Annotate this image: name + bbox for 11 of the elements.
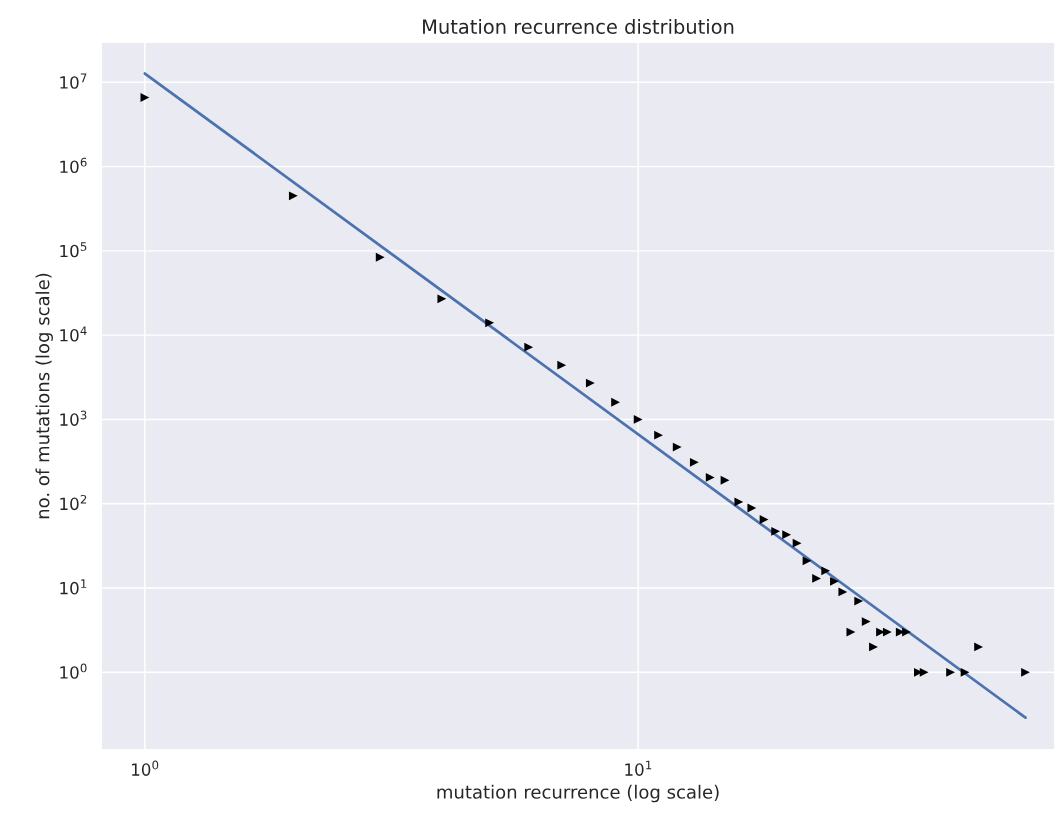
y-tick-label: 10$^{3}$ (60, 410, 87, 426)
chart-title: Mutation recurrence distribution (423, 18, 734, 35)
y-tick-label: 10$^{7}$ (60, 73, 87, 89)
y-tick-label: 10$^{6}$ (60, 157, 87, 174)
y-tick-label: 10$^{0}$ (60, 663, 87, 679)
y-tick-label: 10$^{4}$ (60, 326, 87, 342)
x-axis-title: mutation recurrence (log scale) (437, 784, 719, 803)
y-axis-title: no. of mutations (log scale) (35, 273, 53, 519)
y-tick-label: 10$^{5}$ (60, 242, 87, 258)
y-tick-label: 10$^{2}$ (60, 494, 87, 511)
y-tick-label: 10$^{1}$ (60, 579, 87, 595)
